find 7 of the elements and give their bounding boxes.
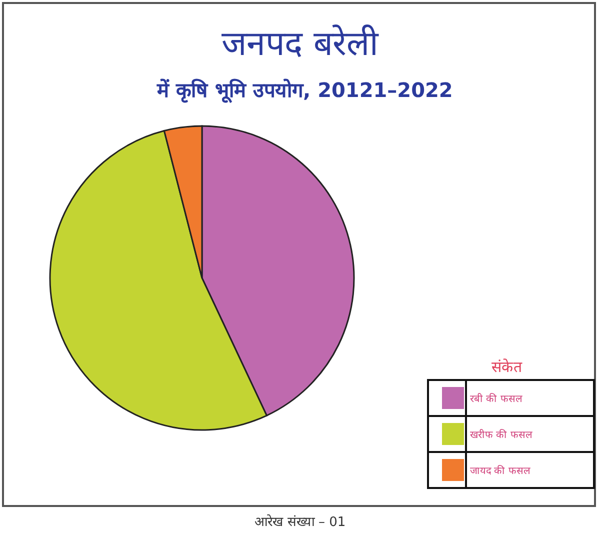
- chart-subtitle: में कृषि भूमि उपयोग, 20121–2022: [156, 78, 453, 103]
- chart-title: जनपद बरेली: [222, 24, 380, 64]
- legend-title: संकेत: [492, 358, 522, 376]
- legend-label: खरीफ की फसल: [470, 429, 532, 441]
- text: आरेख संख्या – 01: [254, 514, 346, 530]
- legend-label: रबी की फसल: [470, 393, 522, 405]
- legend-label: जायद की फसल: [470, 465, 530, 477]
